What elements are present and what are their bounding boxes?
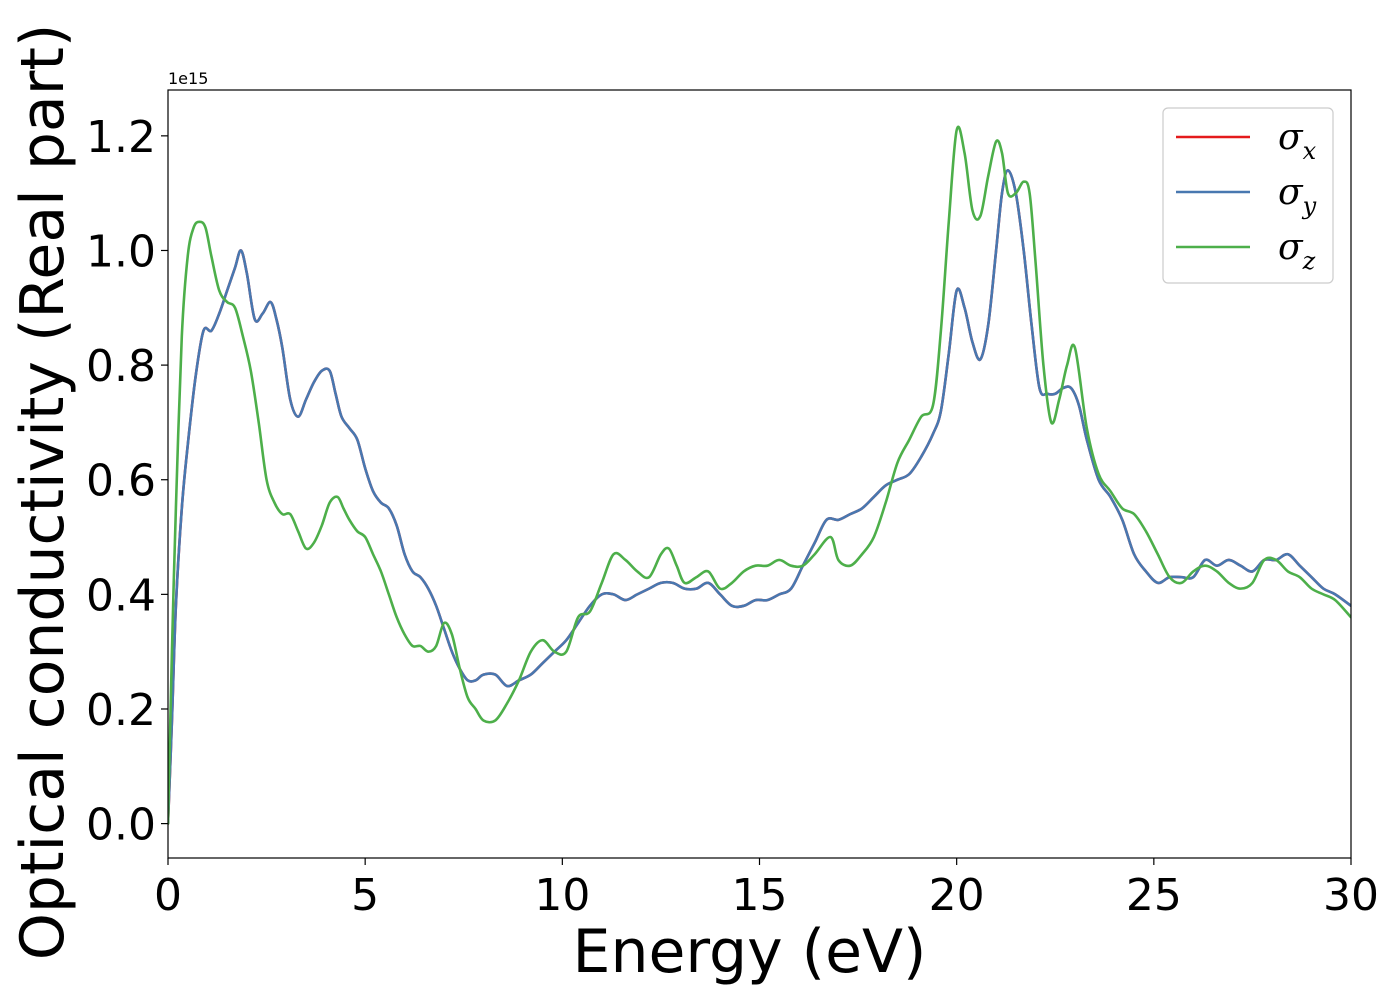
x-tick-label: 15 [732,870,788,921]
legend-label-x: σx [1278,117,1317,165]
x-axis: 0 5 10 15 20 25 30 [154,858,1379,921]
series-line-z [168,125,1351,825]
y-tick-label: 0.4 [86,570,156,621]
legend-box [1162,107,1334,284]
series-line-y [168,168,1351,825]
y-offset-label: 1e15 [168,69,208,88]
y-axis: 0.0 0.2 0.4 0.6 0.8 1.0 1.2 [86,112,168,851]
x-tick-label: 20 [929,870,985,921]
x-tick-label: 25 [1126,870,1182,921]
y-tick-label: 0.2 [86,685,156,736]
y-tick-label: 0.6 [86,456,156,507]
x-tick-label: 5 [351,870,379,921]
x-tick-label: 10 [534,870,590,921]
y-tick-label: 1.2 [86,112,156,163]
x-tick-label: 0 [154,870,182,921]
y-tick-label: 0.8 [86,341,156,392]
x-tick-label: 30 [1323,870,1379,921]
y-tick-label: 1.0 [86,226,156,277]
y-tick-label: 0.0 [86,800,156,851]
x-axis-title: Energy (eV) [573,917,927,987]
y-axis-title: Optical conductivity (Real part) [8,24,78,961]
legend: σx σy σz [1162,107,1334,284]
plot-lines [168,125,1351,825]
legend-label-y: σy [1278,172,1317,220]
legend-label-z: σz [1278,227,1316,275]
